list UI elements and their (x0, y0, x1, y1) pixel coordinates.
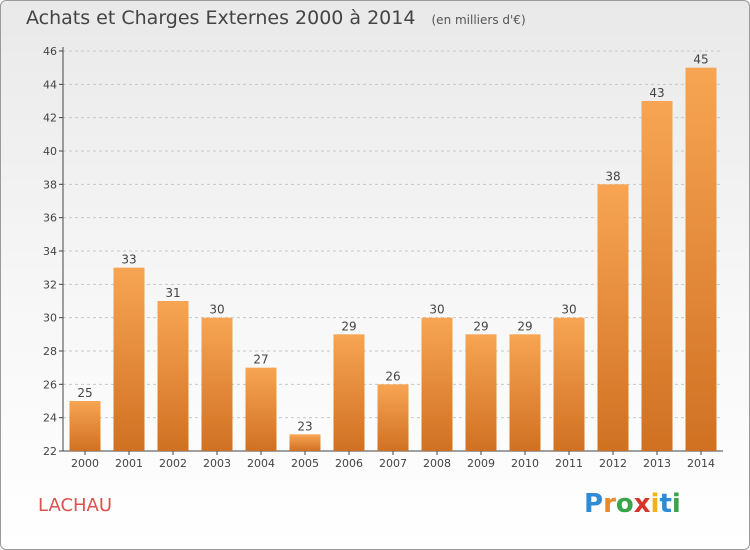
logo-letter: o (615, 489, 634, 519)
x-tick-label: 2000 (71, 457, 99, 470)
y-tick-label: 42 (43, 112, 57, 125)
x-tick-label: 2010 (511, 457, 539, 470)
logo-letter: x (633, 489, 651, 519)
value-label: 26 (385, 369, 400, 383)
logo-letter: r (603, 489, 616, 519)
x-tick-label: 2009 (467, 457, 495, 470)
value-label: 29 (517, 319, 532, 333)
value-label: 25 (77, 386, 92, 400)
y-tick-label: 38 (43, 178, 57, 191)
x-tick-label: 2008 (423, 457, 451, 470)
value-label: 38 (605, 169, 620, 183)
logo-letter: i (671, 489, 681, 519)
x-tick-label: 2007 (379, 457, 407, 470)
value-label: 30 (209, 303, 224, 317)
bar-2012 (597, 184, 629, 452)
logo-letter: t (659, 489, 672, 519)
bar-2003 (201, 317, 233, 451)
axes: 22 24 26 28 30 32 34 36 38 40 42 44 46 2000 2001 2002 20… (43, 45, 723, 470)
chart-title-text: Achats et Charges Externes 2000 à 2014 (26, 7, 416, 29)
value-label: 29 (341, 319, 356, 333)
value-label: 30 (561, 303, 576, 317)
bar-2009 (465, 334, 497, 451)
y-tick-label: 22 (43, 445, 57, 458)
y-tick-label: 26 (43, 378, 57, 391)
bar-2011 (553, 317, 585, 451)
bar-2010 (509, 334, 541, 451)
bar-2006 (333, 334, 365, 451)
value-label: 29 (473, 319, 488, 333)
bar-2014 (685, 67, 717, 452)
x-tick-label: 2003 (203, 457, 231, 470)
bar-2007 (377, 384, 409, 451)
bar-2000 (69, 401, 101, 451)
bar-2004 (245, 367, 277, 451)
x-tick-label: 2006 (335, 457, 363, 470)
y-tick-label: 46 (43, 45, 57, 58)
y-tick-label: 30 (43, 312, 57, 325)
y-tick-label: 24 (43, 412, 57, 425)
value-label: 27 (253, 353, 268, 367)
value-label: 23 (297, 419, 312, 433)
logo-letter: i (650, 489, 660, 519)
x-tick-label: 2011 (555, 457, 583, 470)
value-label: 30 (429, 303, 444, 317)
x-tick-label: 2013 (643, 457, 671, 470)
value-labels: 25 33 31 30 27 23 29 26 30 29 29 30 38 43 45 (77, 53, 708, 434)
y-tick-label: 32 (43, 278, 57, 291)
bar-2001 (113, 267, 145, 451)
x-tick-label: 2001 (115, 457, 143, 470)
logo-letter: P (584, 489, 604, 519)
bar-2008 (421, 317, 453, 451)
chart-title: Achats et Charges Externes 2000 à 2014 (… (26, 7, 526, 29)
bar-2005 (289, 434, 321, 451)
x-tick-label: 2014 (687, 457, 715, 470)
value-label: 31 (165, 286, 180, 300)
x-tick-label: 2005 (291, 457, 319, 470)
value-label: 43 (649, 86, 664, 100)
proxiti-logo: Proxiti (584, 489, 681, 519)
chart-subtitle: (en milliers d'€) (431, 13, 526, 27)
y-tick-label: 36 (43, 212, 57, 225)
y-tick-label: 34 (43, 245, 57, 258)
bar-2002 (157, 301, 189, 451)
y-tick-label: 40 (43, 145, 57, 158)
value-label: 45 (693, 53, 708, 67)
bars (69, 67, 717, 452)
bar-2013 (641, 101, 673, 451)
y-tick-label: 44 (43, 78, 57, 91)
x-tick-label: 2002 (159, 457, 187, 470)
location-label: LACHAU (38, 495, 113, 516)
y-tick-label: 28 (43, 345, 57, 358)
x-tick-label: 2012 (599, 457, 627, 470)
value-label: 33 (121, 253, 136, 267)
x-tick-label: 2004 (247, 457, 275, 470)
